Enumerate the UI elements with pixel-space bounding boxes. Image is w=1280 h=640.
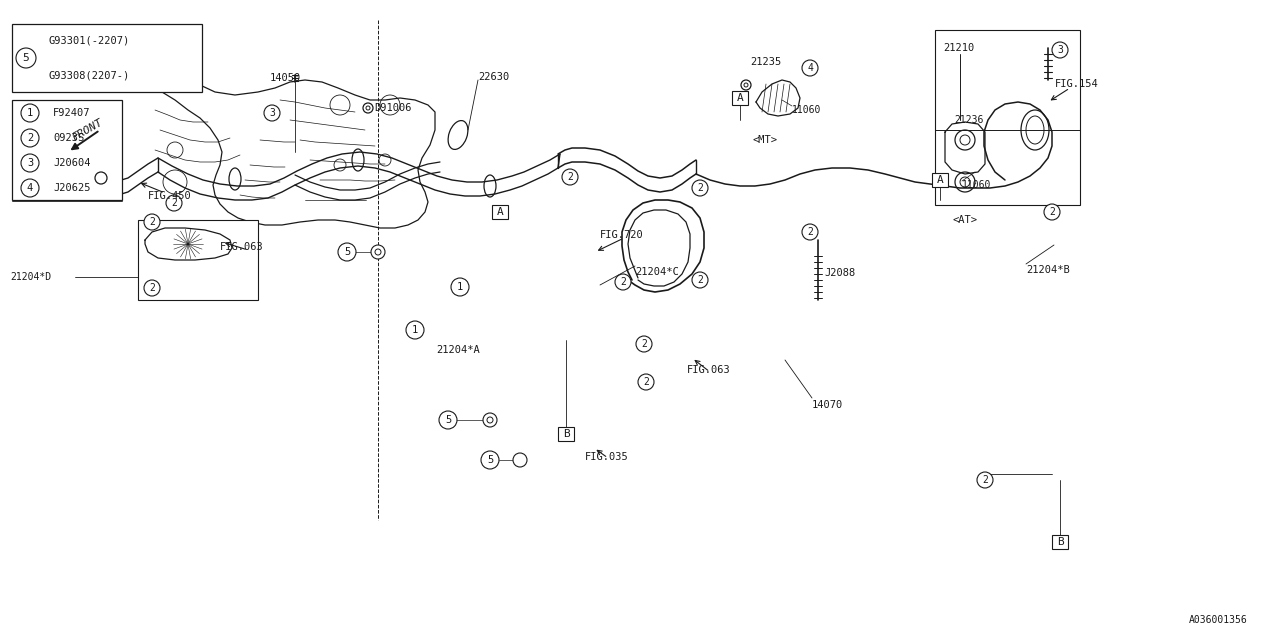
- Text: 2: 2: [641, 339, 646, 349]
- Text: 3: 3: [269, 108, 275, 118]
- FancyBboxPatch shape: [12, 100, 122, 200]
- Circle shape: [20, 179, 38, 197]
- Circle shape: [451, 278, 468, 296]
- Text: A: A: [497, 207, 503, 217]
- Text: 2: 2: [698, 183, 703, 193]
- Text: 4: 4: [27, 183, 33, 193]
- Circle shape: [166, 195, 182, 211]
- Circle shape: [145, 214, 160, 230]
- Text: 21204*C: 21204*C: [635, 267, 678, 277]
- Circle shape: [803, 60, 818, 76]
- Text: 21235: 21235: [750, 57, 781, 67]
- Text: FIG.035: FIG.035: [585, 452, 628, 462]
- Text: 3: 3: [27, 158, 33, 168]
- Text: 1: 1: [27, 108, 33, 118]
- FancyBboxPatch shape: [12, 24, 202, 92]
- Text: J20625: J20625: [52, 183, 91, 193]
- Text: 5: 5: [344, 247, 351, 257]
- Text: FIG.063: FIG.063: [220, 242, 264, 252]
- Text: 21210: 21210: [943, 43, 974, 53]
- Circle shape: [20, 154, 38, 172]
- Text: FIG.450: FIG.450: [148, 191, 192, 201]
- Circle shape: [692, 180, 708, 196]
- Circle shape: [406, 321, 424, 339]
- Text: F92407: F92407: [52, 108, 91, 118]
- Circle shape: [17, 48, 36, 68]
- Text: 2: 2: [148, 283, 155, 293]
- Circle shape: [636, 336, 652, 352]
- Text: 11060: 11060: [963, 180, 992, 190]
- Circle shape: [20, 104, 38, 122]
- Text: 3: 3: [1057, 45, 1062, 55]
- Text: 5: 5: [486, 455, 493, 465]
- Text: 2: 2: [1050, 207, 1055, 217]
- Text: FIG.154: FIG.154: [1055, 79, 1098, 89]
- Circle shape: [562, 169, 579, 185]
- Text: J2088: J2088: [824, 268, 855, 278]
- FancyBboxPatch shape: [732, 91, 748, 105]
- Text: 4: 4: [808, 63, 813, 73]
- Text: 2: 2: [808, 227, 813, 237]
- Text: 1: 1: [412, 325, 419, 335]
- Circle shape: [483, 413, 497, 427]
- Circle shape: [364, 103, 372, 113]
- Circle shape: [481, 451, 499, 469]
- Text: 2: 2: [982, 475, 988, 485]
- Circle shape: [803, 224, 818, 240]
- Text: FIG.720: FIG.720: [600, 230, 644, 240]
- Text: 2: 2: [567, 172, 573, 182]
- Circle shape: [264, 105, 280, 121]
- Circle shape: [513, 453, 527, 467]
- Circle shape: [371, 245, 385, 259]
- Text: D91006: D91006: [374, 103, 411, 113]
- Text: 14070: 14070: [812, 400, 844, 410]
- Text: A036001356: A036001356: [1189, 615, 1248, 625]
- Text: FRONT: FRONT: [70, 117, 104, 143]
- Text: B: B: [1056, 537, 1064, 547]
- FancyBboxPatch shape: [138, 220, 259, 300]
- Text: 21204*A: 21204*A: [436, 345, 480, 355]
- Text: J20604: J20604: [52, 158, 91, 168]
- Text: <AT>: <AT>: [952, 215, 977, 225]
- Circle shape: [692, 272, 708, 288]
- FancyBboxPatch shape: [492, 205, 508, 219]
- Text: 21204*D: 21204*D: [10, 272, 51, 282]
- Text: A: A: [736, 93, 744, 103]
- Circle shape: [1052, 42, 1068, 58]
- Text: 2: 2: [620, 277, 626, 287]
- Circle shape: [1044, 204, 1060, 220]
- Circle shape: [95, 172, 108, 184]
- Text: 22630: 22630: [477, 72, 509, 82]
- Text: A: A: [937, 175, 943, 185]
- Circle shape: [145, 280, 160, 296]
- Text: 21204*B: 21204*B: [1027, 265, 1070, 275]
- Text: 5: 5: [445, 415, 451, 425]
- Text: 21236: 21236: [954, 115, 983, 125]
- Text: <MT>: <MT>: [753, 135, 777, 145]
- Circle shape: [614, 274, 631, 290]
- FancyBboxPatch shape: [558, 427, 573, 441]
- Circle shape: [439, 411, 457, 429]
- Circle shape: [338, 243, 356, 261]
- Text: 2: 2: [27, 133, 33, 143]
- Text: 1: 1: [457, 282, 463, 292]
- Circle shape: [20, 129, 38, 147]
- FancyBboxPatch shape: [1052, 535, 1068, 549]
- Text: G93301(-2207): G93301(-2207): [49, 35, 129, 45]
- Circle shape: [977, 472, 993, 488]
- Text: 2: 2: [172, 198, 177, 208]
- Text: 0923S: 0923S: [52, 133, 84, 143]
- Text: FIG.063: FIG.063: [687, 365, 731, 375]
- Text: 2: 2: [148, 217, 155, 227]
- Circle shape: [637, 374, 654, 390]
- Text: 11060: 11060: [792, 105, 822, 115]
- Text: B: B: [563, 429, 570, 439]
- FancyBboxPatch shape: [932, 173, 948, 187]
- Text: 14050: 14050: [270, 73, 301, 83]
- Text: 2: 2: [643, 377, 649, 387]
- FancyBboxPatch shape: [934, 30, 1080, 205]
- Text: 5: 5: [23, 53, 29, 63]
- Text: 2: 2: [698, 275, 703, 285]
- Text: G93308(2207-): G93308(2207-): [49, 70, 129, 80]
